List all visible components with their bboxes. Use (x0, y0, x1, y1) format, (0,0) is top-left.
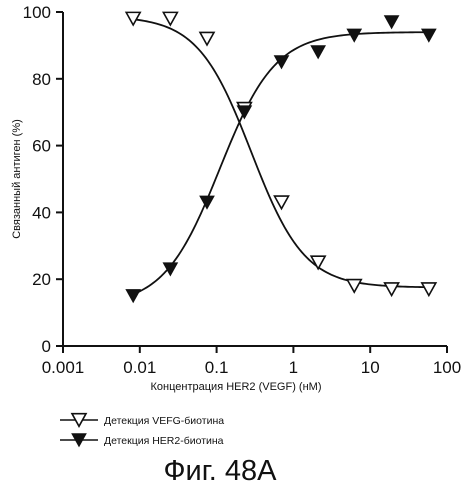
legend: Детекция VEFG-биотина Детекция HER2-биот… (60, 414, 224, 447)
her2-point (163, 263, 177, 276)
vegf-point (347, 280, 361, 293)
vegf-point (126, 12, 140, 25)
axes (63, 12, 447, 346)
legend-label-vegf: Детекция VEFG-биотина (104, 415, 224, 427)
vegf-point (422, 283, 436, 296)
data-points (126, 12, 436, 302)
x-tick-label: 0.01 (123, 358, 156, 377)
x-ticks: 0.001 0.01 0.1 1 10 100 (42, 346, 461, 377)
vegf-point (385, 283, 399, 296)
her2-point (200, 196, 214, 209)
legend-item-vegf: Детекция VEFG-биотина (60, 414, 224, 427)
x-tick-label: 10 (361, 358, 380, 377)
x-tick-label: 0.1 (205, 358, 229, 377)
vegf-point (200, 32, 214, 45)
y-tick-label: 0 (42, 337, 51, 356)
y-ticks: 0 20 40 60 80 100 (23, 3, 63, 356)
her2-point (385, 16, 399, 29)
legend-label-her2: Детекция HER2-биотина (104, 435, 224, 447)
fit-curve-her2 (134, 32, 430, 294)
y-tick-label: 40 (32, 203, 51, 222)
vegf-point (275, 196, 289, 209)
her2-point (237, 106, 251, 119)
y-tick-label: 20 (32, 270, 51, 289)
x-tick-label: 0.001 (42, 358, 85, 377)
vegf-point (163, 12, 177, 25)
x-axis-label: Концентрация HER2 (VEGF) (нМ) (151, 381, 322, 393)
x-tick-label: 1 (289, 358, 298, 377)
y-axis-label: Связанный антиген (%) (11, 119, 23, 239)
her2-point (126, 290, 140, 303)
her2-point (422, 29, 436, 42)
x-tick-label: 100 (433, 358, 461, 377)
her2-point (311, 46, 325, 59)
legend-item-her2: Детекция HER2-биотина (60, 434, 224, 447)
y-tick-label: 80 (32, 70, 51, 89)
y-tick-label: 100 (23, 3, 51, 22)
y-tick-label: 60 (32, 137, 51, 156)
figure-caption: Фиг. 48А (0, 455, 440, 488)
